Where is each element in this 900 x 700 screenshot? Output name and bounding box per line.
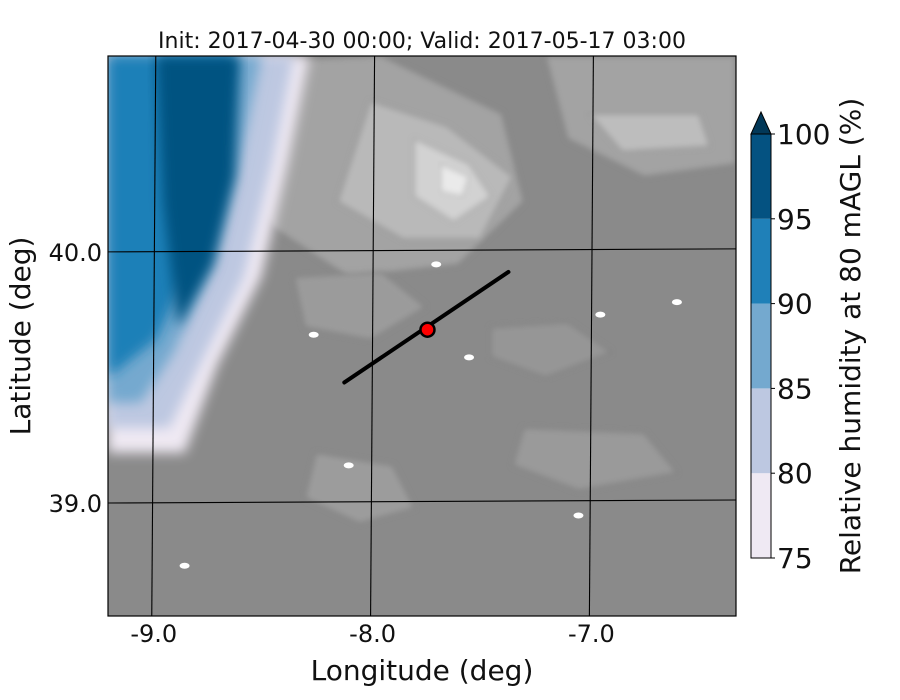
meridian-line: [370, 56, 376, 616]
colorbar-extend-arrow: [750, 110, 772, 135]
x-tick-label: -9.0: [130, 620, 177, 648]
colorbar-frame: [750, 133, 772, 559]
terrain-highlight: [573, 512, 584, 519]
chart-title: Init: 2017-04-30 00:00; Valid: 2017-05-1…: [158, 29, 686, 54]
colorbar-tick-label: 100: [777, 118, 830, 151]
annotation-overlay: [342, 269, 511, 385]
parallel-line: [108, 248, 736, 253]
terrain-ridge: [293, 271, 426, 341]
parallel-line: [108, 499, 736, 504]
humidity-field: [108, 56, 310, 453]
x-tick-label: -7.0: [568, 620, 615, 648]
site-marker: [419, 321, 436, 338]
map-frame: [107, 55, 737, 617]
terrain-ridge: [588, 113, 711, 152]
colorbar-segment: [751, 303, 771, 389]
colorbar-label: Relative humidity at 80 mAGL (%): [834, 98, 867, 575]
y-tick-label: 40.0: [49, 239, 102, 267]
humidity-band: [156, 56, 240, 328]
colorbar-segment: [751, 388, 771, 474]
terrain-highlight: [343, 462, 354, 469]
map-plot-area: [108, 56, 736, 616]
colorbar-tick-label: 90: [777, 288, 813, 321]
colorbar-segment: [751, 134, 771, 219]
colorbar-tick-label: 95: [777, 203, 813, 236]
colorbar: 75 80 85 90 95 100: [750, 110, 830, 575]
colorbar-tick-label: 80: [777, 457, 813, 490]
y-tick-label: 39.0: [49, 490, 102, 518]
terrain-ridge: [512, 427, 678, 491]
meridian-line: [588, 56, 594, 616]
y-axis-label: Latitude (deg): [4, 237, 37, 436]
x-axis-label: Longitude (deg): [311, 654, 534, 687]
y-tick-labels: 40.0 39.0: [49, 239, 102, 518]
graticule-lines: [108, 56, 736, 616]
terrain-highlight: [671, 299, 682, 306]
x-tick-label: -8.0: [349, 620, 396, 648]
colorbar-tick-label: 75: [777, 542, 813, 575]
terrain-ridge: [440, 163, 470, 198]
terrain-highlight: [308, 331, 319, 338]
terrain-highlight: [431, 261, 442, 268]
terrain-highlight: [595, 311, 606, 318]
terrain-ridge: [304, 452, 415, 524]
colorbar-tick-label: 85: [777, 372, 813, 405]
terrain-highlight: [464, 354, 475, 361]
terrain-ridge: [490, 321, 613, 378]
x-tick-labels: -9.0 -8.0 -7.0: [130, 620, 614, 648]
colorbar-segment: [751, 473, 771, 558]
meridian-line: [151, 56, 157, 616]
colorbar-segment: [751, 218, 771, 304]
terrain-highlight: [179, 562, 190, 569]
